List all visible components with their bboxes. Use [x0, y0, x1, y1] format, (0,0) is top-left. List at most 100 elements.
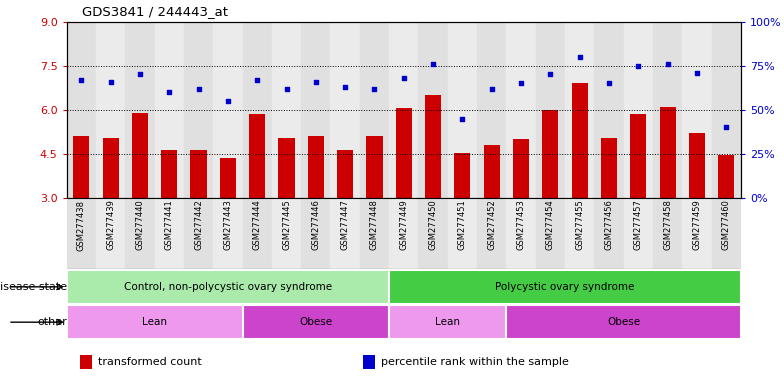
Bar: [278, 138, 295, 198]
Point: [632, 63, 644, 69]
Text: GSM277457: GSM277457: [633, 200, 643, 250]
Text: GSM277440: GSM277440: [136, 200, 144, 250]
Bar: [506, 22, 535, 198]
Bar: [623, 198, 653, 269]
Text: Obese: Obese: [607, 317, 641, 327]
Text: GDS3841 / 244443_at: GDS3841 / 244443_at: [82, 5, 228, 18]
Point: [75, 77, 88, 83]
Text: GSM277445: GSM277445: [282, 200, 291, 250]
Text: GSM277439: GSM277439: [106, 200, 115, 250]
Bar: [301, 22, 331, 198]
Bar: [154, 198, 184, 269]
Text: GSM277446: GSM277446: [311, 200, 321, 250]
Bar: [184, 22, 213, 198]
Text: GSM277450: GSM277450: [429, 200, 437, 250]
Bar: [659, 107, 676, 198]
Bar: [601, 138, 617, 198]
Bar: [363, 355, 376, 369]
Bar: [425, 95, 441, 198]
Point: [339, 84, 351, 90]
Bar: [653, 22, 682, 198]
Bar: [543, 110, 558, 198]
Bar: [132, 113, 148, 198]
Point: [573, 54, 586, 60]
Text: GSM277443: GSM277443: [223, 200, 232, 250]
Bar: [419, 198, 448, 269]
Bar: [80, 355, 93, 369]
Point: [456, 116, 469, 122]
Bar: [389, 305, 506, 339]
Bar: [718, 156, 735, 198]
Point: [222, 98, 234, 104]
Point: [662, 61, 674, 67]
Bar: [191, 149, 207, 198]
Bar: [331, 22, 360, 198]
Bar: [682, 22, 712, 198]
Bar: [337, 149, 353, 198]
Point: [310, 78, 322, 84]
Text: Control, non-polycystic ovary syndrome: Control, non-polycystic ovary syndrome: [124, 282, 332, 292]
Bar: [477, 22, 506, 198]
Point: [544, 71, 557, 78]
Point: [104, 78, 117, 84]
Bar: [389, 22, 419, 198]
Bar: [154, 22, 184, 198]
Text: GSM277459: GSM277459: [692, 200, 702, 250]
Bar: [125, 22, 154, 198]
Bar: [682, 198, 712, 269]
Point: [192, 86, 205, 92]
Text: GSM277453: GSM277453: [517, 200, 525, 250]
Text: GSM277444: GSM277444: [252, 200, 262, 250]
Bar: [125, 198, 154, 269]
Text: transformed count: transformed count: [98, 357, 201, 367]
Bar: [162, 149, 177, 198]
Bar: [623, 22, 653, 198]
Text: GSM277449: GSM277449: [399, 200, 408, 250]
Bar: [242, 198, 272, 269]
Bar: [477, 198, 506, 269]
Bar: [506, 305, 741, 339]
Bar: [220, 158, 236, 198]
Point: [485, 86, 498, 92]
Bar: [484, 145, 499, 198]
Bar: [67, 22, 96, 198]
Bar: [594, 22, 623, 198]
Point: [603, 80, 615, 86]
Text: Polycystic ovary syndrome: Polycystic ovary syndrome: [495, 282, 635, 292]
Bar: [184, 198, 213, 269]
Text: GSM277441: GSM277441: [165, 200, 174, 250]
Bar: [249, 114, 265, 198]
Text: GSM277442: GSM277442: [194, 200, 203, 250]
Point: [720, 124, 732, 131]
Bar: [242, 22, 272, 198]
Text: Obese: Obese: [299, 317, 332, 327]
Bar: [535, 198, 565, 269]
Bar: [360, 22, 389, 198]
Text: GSM277455: GSM277455: [575, 200, 584, 250]
Text: GSM277452: GSM277452: [487, 200, 496, 250]
Bar: [366, 136, 383, 198]
Text: GSM277456: GSM277456: [604, 200, 613, 250]
Text: Lean: Lean: [435, 317, 460, 327]
Point: [426, 61, 439, 67]
Text: Lean: Lean: [142, 317, 167, 327]
Bar: [630, 114, 646, 198]
Bar: [389, 198, 419, 269]
Bar: [712, 198, 741, 269]
Bar: [96, 22, 125, 198]
Bar: [308, 136, 324, 198]
Bar: [67, 198, 96, 269]
Text: GSM277447: GSM277447: [340, 200, 350, 250]
Bar: [96, 198, 125, 269]
Text: disease state: disease state: [0, 282, 67, 292]
Bar: [653, 198, 682, 269]
Text: GSM277438: GSM277438: [77, 200, 85, 251]
Bar: [242, 305, 389, 339]
Bar: [396, 108, 412, 198]
Point: [515, 80, 528, 86]
Bar: [712, 22, 741, 198]
Bar: [689, 133, 705, 198]
Bar: [272, 22, 301, 198]
Text: GSM277454: GSM277454: [546, 200, 555, 250]
Text: GSM277451: GSM277451: [458, 200, 467, 250]
